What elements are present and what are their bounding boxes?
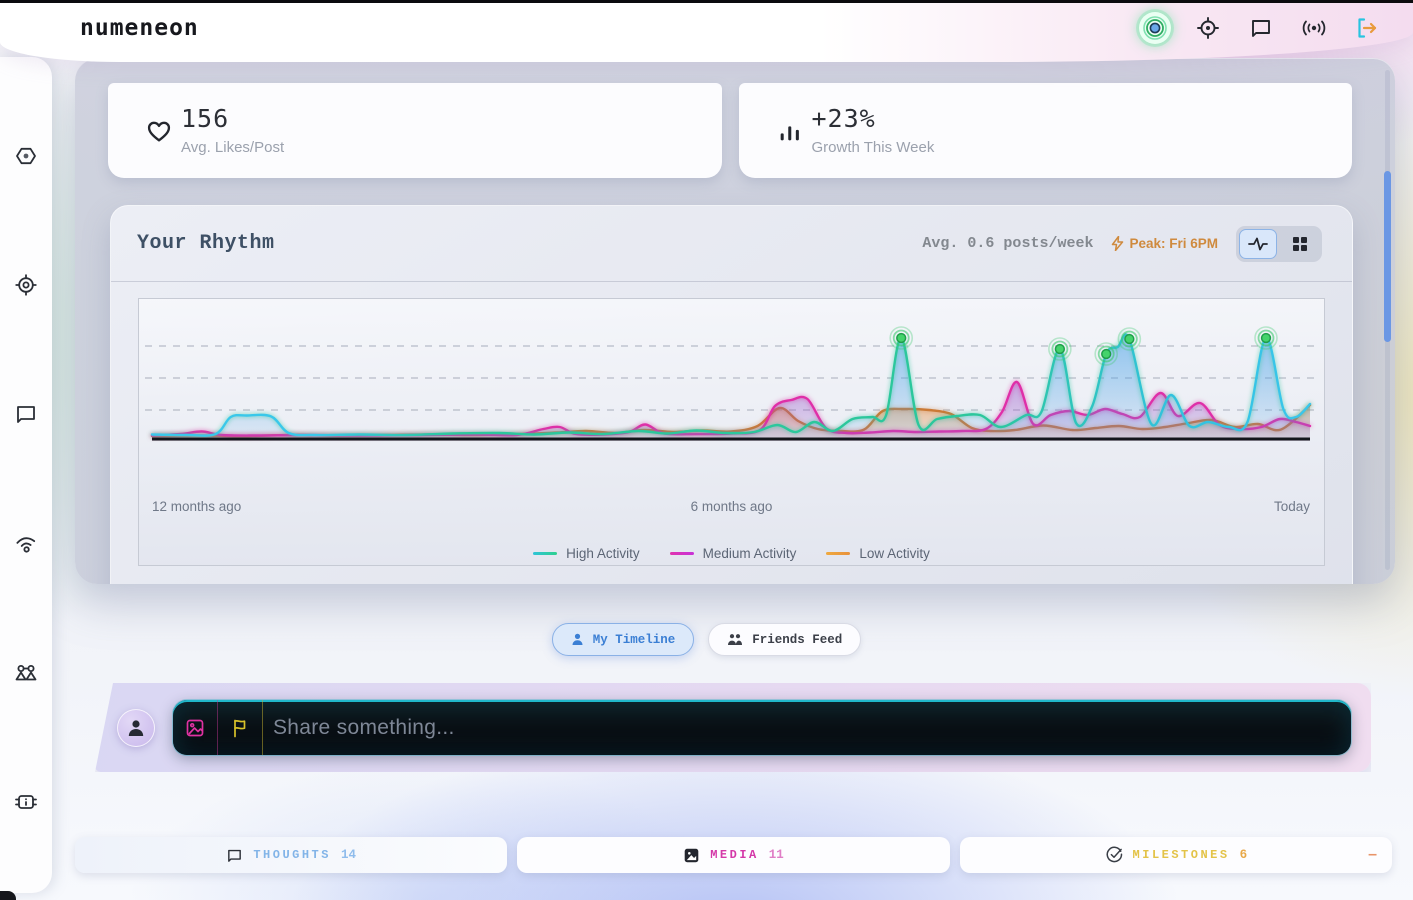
top-bar: numeneon bbox=[0, 0, 1413, 62]
category-card-milestones[interactable]: MILESTONES 6 – bbox=[959, 837, 1392, 873]
legend-swatch-medium bbox=[669, 552, 694, 555]
bottom-left-corner-accent bbox=[0, 891, 16, 900]
composer-separator bbox=[217, 700, 218, 755]
share-input[interactable] bbox=[263, 700, 1351, 755]
chart-legend: High Activity Medium Activity Low Activi… bbox=[139, 546, 1324, 561]
peak-indicator: Peak: Fri 6PM bbox=[1111, 236, 1218, 251]
rhythm-chart-card: Your Rhythm Avg. 0.6 posts/week Peak: Fr… bbox=[110, 205, 1353, 584]
tab-label: My Timeline bbox=[592, 632, 676, 647]
broadcast-icon[interactable] bbox=[1298, 12, 1330, 44]
image-icon bbox=[186, 719, 204, 736]
scrollbar-thumb[interactable] bbox=[1384, 171, 1391, 342]
user-avatar[interactable] bbox=[117, 708, 155, 747]
legend-label: High Activity bbox=[566, 546, 640, 561]
topbar-icon-group bbox=[1139, 12, 1383, 44]
bar-chart-icon bbox=[780, 125, 799, 140]
activity-area-chart bbox=[145, 326, 1318, 441]
activity-chart-plot: 12 months ago 6 months ago Today High Ac… bbox=[138, 298, 1325, 566]
lightning-icon bbox=[1112, 236, 1124, 251]
grid-view-button[interactable] bbox=[1281, 229, 1319, 259]
check-circle-icon bbox=[1106, 846, 1122, 863]
legend-label: Medium Activity bbox=[702, 546, 797, 561]
legend-item-medium: Medium Activity bbox=[669, 546, 797, 561]
rhythm-header: Your Rhythm Avg. 0.6 posts/week Peak: Fr… bbox=[111, 206, 1352, 282]
category-label: MEDIA bbox=[710, 848, 759, 862]
tab-label: Friends Feed bbox=[752, 632, 843, 647]
wifi-signal-icon[interactable] bbox=[13, 531, 39, 557]
tab-my-timeline[interactable]: My Timeline bbox=[551, 623, 695, 656]
avg-posts-label: Avg. 0.6 posts/week bbox=[922, 235, 1094, 252]
pulse-icon bbox=[1248, 237, 1268, 250]
messages-icon[interactable] bbox=[13, 401, 39, 427]
person-silhouette-icon bbox=[128, 719, 144, 736]
focus-rings-icon[interactable] bbox=[1139, 12, 1171, 44]
stat-value: 156 bbox=[181, 104, 230, 134]
grid-icon bbox=[1293, 236, 1307, 251]
chart-view-toggle bbox=[1236, 225, 1322, 262]
category-count: 6 bbox=[1239, 848, 1248, 862]
legend-swatch-high bbox=[533, 552, 558, 555]
legend-item-high: High Activity bbox=[533, 546, 640, 561]
category-card-thoughts[interactable]: THOUGHTS 14 bbox=[75, 837, 508, 873]
attach-image-button[interactable] bbox=[173, 700, 217, 755]
category-label: MILESTONES bbox=[1132, 848, 1230, 862]
media-image-icon bbox=[684, 848, 699, 862]
locate-target-icon[interactable] bbox=[13, 272, 39, 298]
stat-value: +23% bbox=[811, 104, 876, 134]
category-label: THOUGHTS bbox=[253, 848, 331, 862]
rhythm-title: Your Rhythm bbox=[137, 232, 275, 255]
system-chip-icon[interactable] bbox=[13, 789, 39, 815]
peak-label: Peak: Fri 6PM bbox=[1129, 236, 1218, 251]
legend-label: Low Activity bbox=[859, 546, 930, 561]
category-row: THOUGHTS 14 MEDIA 11 MILESTONES 6 – bbox=[75, 837, 1392, 873]
feed-scroll-panel: 156 Avg. Likes/Post +23% Growth This Wee… bbox=[75, 58, 1395, 584]
app-logo: numeneon bbox=[80, 14, 199, 42]
logout-icon[interactable] bbox=[1351, 12, 1383, 44]
left-sidebar bbox=[0, 57, 52, 893]
x-axis-label-mid: 6 months ago bbox=[690, 499, 773, 514]
x-axis-label-start: 12 months ago bbox=[152, 499, 242, 514]
x-axis-label-end: Today bbox=[1273, 499, 1310, 514]
post-composer bbox=[95, 683, 1371, 772]
stat-card-growth: +23% Growth This Week bbox=[738, 83, 1352, 178]
flag-icon bbox=[234, 719, 246, 737]
stat-label: Growth This Week bbox=[811, 138, 935, 156]
stat-label: Avg. Likes/Post bbox=[181, 138, 285, 156]
legend-swatch-low bbox=[826, 552, 851, 555]
chat-bubble-icon bbox=[228, 849, 242, 862]
stats-row: 156 Avg. Likes/Post +23% Growth This Wee… bbox=[108, 83, 1352, 178]
flag-milestone-button[interactable] bbox=[218, 700, 262, 755]
locate-icon[interactable] bbox=[1192, 12, 1224, 44]
window-top-edge bbox=[0, 0, 1413, 3]
collapse-dash[interactable]: – bbox=[1368, 846, 1377, 863]
category-count: 14 bbox=[340, 848, 356, 862]
people-icon bbox=[728, 634, 743, 645]
legend-item-low: Low Activity bbox=[826, 546, 930, 561]
chat-icon[interactable] bbox=[1245, 12, 1277, 44]
hexagon-node-icon[interactable] bbox=[13, 143, 39, 169]
composer-input-bar bbox=[173, 700, 1351, 755]
stat-card-likes: 156 Avg. Likes/Post bbox=[108, 83, 722, 178]
person-icon bbox=[572, 633, 583, 645]
category-card-media[interactable]: MEDIA 11 bbox=[517, 837, 950, 873]
heart-icon bbox=[147, 121, 171, 141]
category-count: 11 bbox=[768, 848, 784, 862]
pulse-view-button[interactable] bbox=[1239, 228, 1277, 259]
composer-separator bbox=[262, 700, 263, 755]
friends-network-icon[interactable] bbox=[13, 660, 39, 686]
feed-tabs: My Timeline Friends Feed bbox=[0, 623, 1413, 656]
tab-friends-feed[interactable]: Friends Feed bbox=[708, 623, 862, 656]
